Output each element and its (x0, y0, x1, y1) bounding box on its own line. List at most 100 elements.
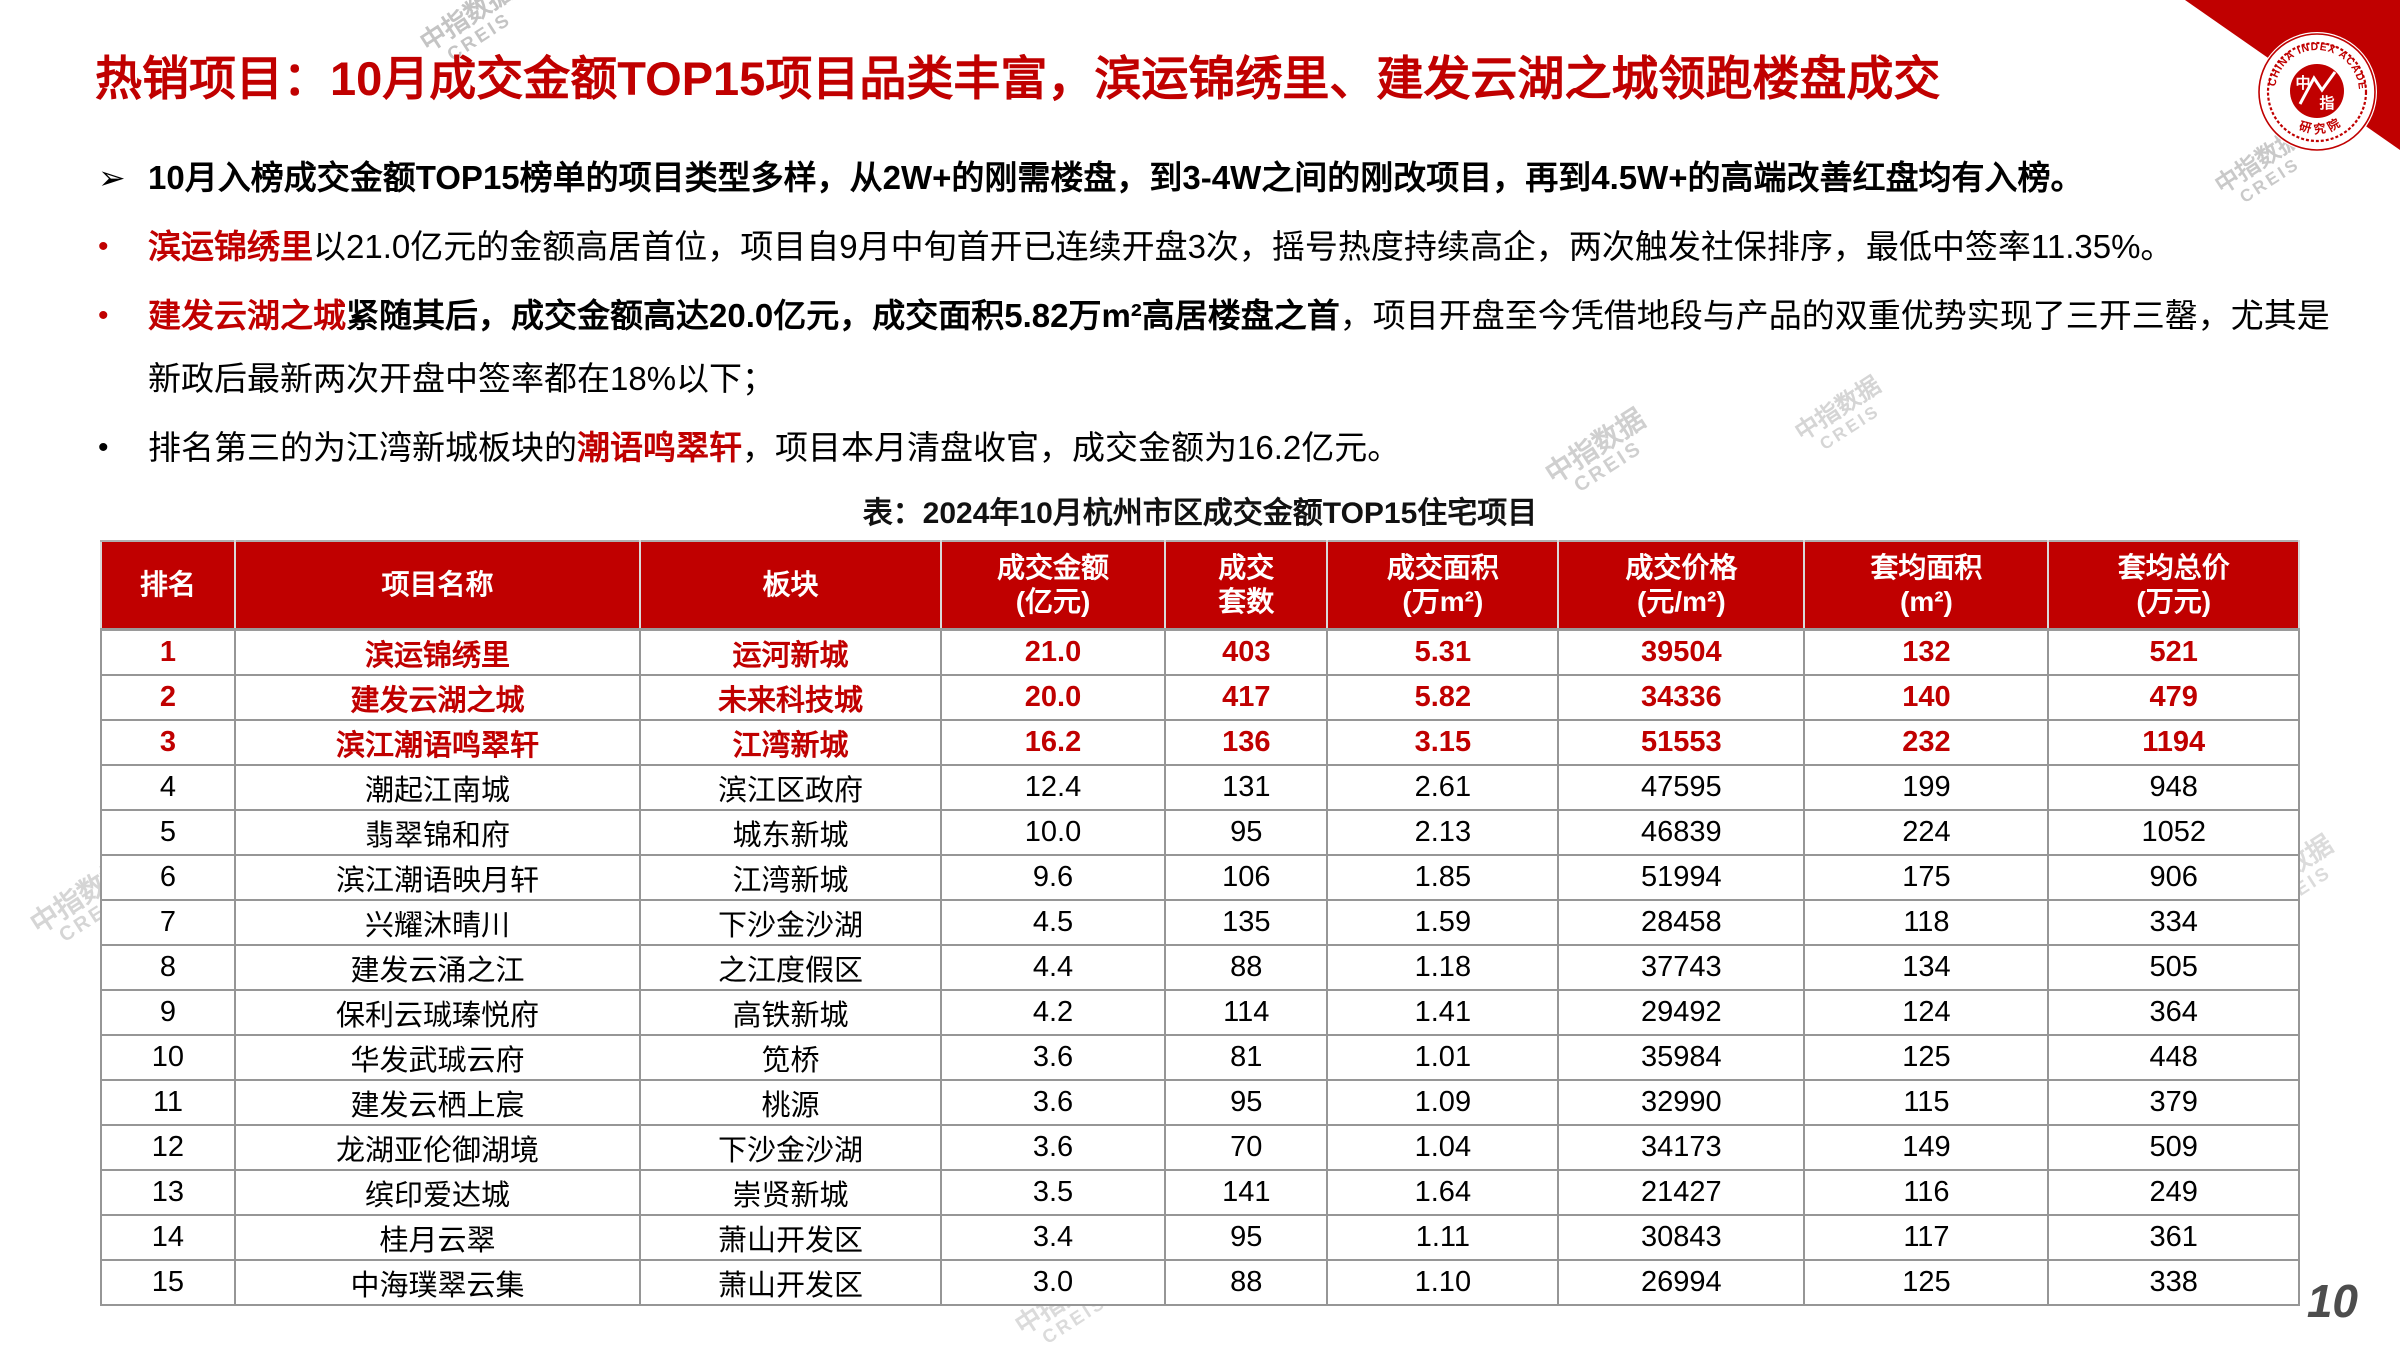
column-header-label: 排名 (139, 569, 196, 600)
table-cell: 46839 (1557, 809, 1806, 856)
table-cell: 232 (1803, 719, 2050, 766)
table-cell: 2.61 (1326, 764, 1560, 811)
table-cell: 13 (100, 1169, 236, 1216)
table-cell: 1.09 (1326, 1079, 1560, 1126)
table-cell: 21.0 (939, 628, 1167, 676)
table-cell: 5 (100, 809, 236, 856)
column-header-transaction-area: 成交面积 (万m²) (1326, 540, 1560, 631)
bullet-segment: 潮语鸣翠轩 (577, 429, 742, 466)
table-cell: 1.04 (1326, 1124, 1560, 1171)
table-cell: 364 (2047, 989, 2300, 1036)
table-cell: 125 (1803, 1259, 2050, 1306)
column-header-label: 成交金额 (997, 552, 1110, 583)
table-cell: 509 (2047, 1124, 2300, 1171)
table-cell: 崇贤新城 (639, 1169, 942, 1216)
table-cell: 1.18 (1326, 944, 1560, 991)
table-cell: 95 (1164, 809, 1329, 856)
table-caption: 表：2024年10月杭州市区成交金额TOP15住宅项目 (862, 497, 1538, 530)
bullet-marker: • (98, 299, 109, 332)
table-cell: 379 (2047, 1079, 2300, 1126)
table-cell: 338 (2047, 1259, 2300, 1306)
bullet-segment: 滨运锦绣里 (148, 228, 313, 265)
table-row: 13 缤印爱达城 崇贤新城 3.5 141 1.64 21427 116 249 (100, 1169, 2300, 1216)
table-cell: 114 (1164, 989, 1329, 1036)
table-row: 9 保利云珹瑧悦府 高铁新城 4.2 114 1.41 29492 124 364 (100, 989, 2300, 1036)
table-cell: 135 (1164, 899, 1329, 946)
table-cell: 906 (2047, 854, 2300, 901)
table-row: 12 龙湖亚伦御湖境 下沙金沙湖 3.6 70 1.04 34173 149 509 (100, 1124, 2300, 1171)
table-cell: 95 (1164, 1079, 1329, 1126)
table-cell: 116 (1803, 1169, 2050, 1216)
table-cell: 保利云珹瑧悦府 (233, 989, 642, 1036)
table-cell: 滨江潮语鸣翠轩 (233, 719, 642, 766)
table-cell: 417 (1164, 674, 1329, 721)
table-cell: 28458 (1557, 899, 1806, 946)
table-cell: 479 (2047, 674, 2300, 721)
china-index-academy-logo-icon: CHINA INDEX ACADEMY 中 指 研究院 (2253, 28, 2377, 152)
bullet-segment: 建发云湖之城 (148, 297, 346, 334)
bullet-item: • 建发云湖之城紧随其后，成交金额高达20.0亿元，成交面积5.82万m²高居楼盘… (98, 284, 2360, 410)
table-cell: 115 (1803, 1079, 2050, 1126)
table-header-row: 排名 项目名称 板块 成交金额 (亿元) 成交 套数 成交面积 (万m²) 成交价格 (元/m²) 套… (100, 540, 2300, 631)
table-cell: 桃源 (639, 1079, 942, 1126)
table-cell: 1194 (2047, 719, 2300, 766)
table-cell: 12 (100, 1124, 236, 1171)
table-cell: 2.13 (1326, 809, 1560, 856)
table-cell: 199 (1803, 764, 2050, 811)
bullet-text: 滨运锦绣里以21.0亿元的金额高居首位，项目自9月中旬首开已连续开盘3次，摇号热… (148, 215, 2360, 278)
table-row: 4 潮起江南城 滨江区政府 12.4 131 2.61 47595 199 948 (100, 764, 2300, 811)
column-header-transaction-price: 成交价格 (元/m²) (1557, 540, 1806, 631)
table-cell: 下沙金沙湖 (639, 1124, 942, 1171)
table-cell: 134 (1803, 944, 2050, 991)
table-row: 8 建发云涌之江 之江度假区 4.4 88 1.18 37743 134 505 (100, 944, 2300, 991)
table-cell: 6 (100, 854, 236, 901)
table-cell: 1.01 (1326, 1034, 1560, 1081)
column-header-units-sold: 成交 套数 (1164, 540, 1329, 631)
bullet-segment: 10月入榜成交金额TOP15榜单的项目类型多样，从2W+的刚需楼盘，到3-4W之… (148, 159, 2084, 196)
table-cell: 51994 (1557, 854, 1806, 901)
table-cell: 34173 (1557, 1124, 1806, 1171)
table-cell: 3.6 (939, 1124, 1167, 1171)
table-cell: 51553 (1557, 719, 1806, 766)
table-cell: 滨江区政府 (639, 764, 942, 811)
table-cell: 1.59 (1326, 899, 1560, 946)
bullet-list: ➢ 10月入榜成交金额TOP15榜单的项目类型多样，从2W+的刚需楼盘，到3-4W… (98, 146, 2360, 485)
column-header-unit: (亿元) (1015, 586, 1091, 617)
table-cell: 3.6 (939, 1034, 1167, 1081)
table-cell: 3.5 (939, 1169, 1167, 1216)
table-cell: 10 (100, 1034, 236, 1081)
table-cell: 2 (100, 674, 236, 721)
logo-seal-char-top: 中 (2295, 74, 2310, 92)
bullet-segment: 排名第三的为江湾新城板块的 (148, 429, 577, 466)
table-cell: 88 (1164, 1259, 1329, 1306)
table-cell: 5.82 (1326, 674, 1560, 721)
table-cell: 47595 (1557, 764, 1806, 811)
table-cell: 4 (100, 764, 236, 811)
table-cell: 下沙金沙湖 (639, 899, 942, 946)
column-header-label: 项目名称 (381, 569, 494, 600)
page-title: 热销项目：10月成交金额TOP15项目品类丰富，滨运锦绣里、建发云湖之城领跑楼盘… (95, 52, 1941, 105)
table-cell: 翡翠锦和府 (233, 809, 642, 856)
table-cell: 30843 (1557, 1214, 1806, 1261)
table-cell: 521 (2047, 628, 2300, 676)
table-cell: 4.4 (939, 944, 1167, 991)
column-header-unit: (万元) (2136, 586, 2212, 617)
column-header-unit: (万m²) (1402, 586, 1484, 617)
table-cell: 未来科技城 (639, 674, 942, 721)
page-number: 10 (2306, 1275, 2358, 1327)
table-cell: 1 (100, 628, 236, 676)
table-cell: 35984 (1557, 1034, 1806, 1081)
table-cell: 3.0 (939, 1259, 1167, 1306)
table-cell: 3.4 (939, 1214, 1167, 1261)
table-cell: 16.2 (939, 719, 1167, 766)
table-cell: 224 (1803, 809, 2050, 856)
table-cell: 70 (1164, 1124, 1329, 1171)
column-header-unit: (元/m²) (1637, 586, 1726, 617)
column-header-label: 套均总价 (2117, 552, 2230, 583)
bullet-item: ➢ 10月入榜成交金额TOP15榜单的项目类型多样，从2W+的刚需楼盘，到3-4W… (98, 146, 2360, 209)
column-header-avg-total-price: 套均总价 (万元) (2047, 540, 2300, 631)
table-cell: 249 (2047, 1169, 2300, 1216)
bullet-text: 排名第三的为江湾新城板块的潮语鸣翠轩，项目本月清盘收官，成交金额为16.2亿元。 (148, 416, 2360, 479)
table-cell: 9 (100, 989, 236, 1036)
